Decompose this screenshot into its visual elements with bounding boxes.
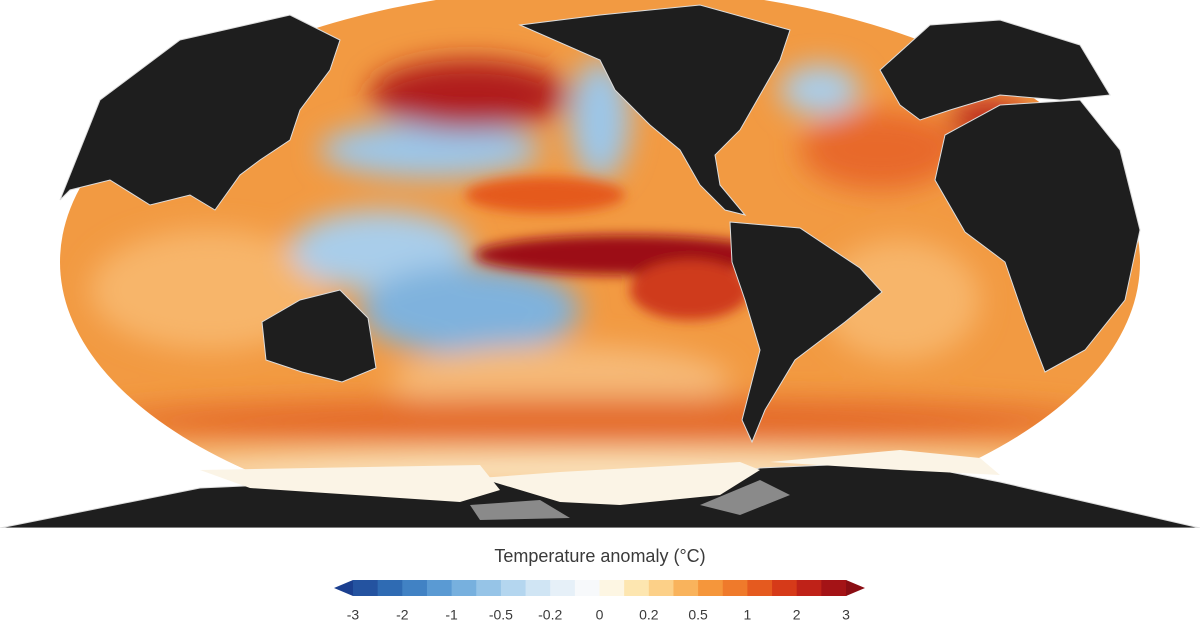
colorbar-swatch: [648, 580, 674, 596]
colorbar-swatch: [796, 580, 822, 596]
colorbar-swatch: [574, 580, 600, 596]
map: [0, 0, 1200, 528]
colorbar-swatch: [525, 580, 551, 596]
colorbar-swatch: [476, 580, 502, 596]
colorbar-tick-label: -3: [347, 607, 360, 623]
colorbar-tick-label: 1: [744, 607, 752, 623]
colorbar-swatch: [624, 580, 650, 596]
ice-shelf: [470, 480, 790, 520]
colorbar-swatch: [747, 580, 773, 596]
colorbar-tick-label: -2: [396, 607, 409, 623]
colorbar-swatch: [353, 580, 379, 596]
land: [0, 4, 1200, 528]
legend-title: Temperature anomaly (°C): [494, 546, 705, 566]
colorbar-tick-label: 2: [793, 607, 801, 623]
colorbar-swatch: [772, 580, 798, 596]
colorbar-arrow: [334, 580, 353, 596]
colorbar-tick-label: 0: [596, 607, 604, 623]
colorbar-tick-label: 3: [842, 607, 850, 623]
colorbar-swatch: [377, 580, 403, 596]
colorbar-swatch: [426, 580, 453, 596]
colorbar-tick-label: -1: [445, 607, 458, 623]
colorbar-swatch: [722, 580, 748, 596]
colorbar-arrow: [846, 580, 865, 596]
colorbar: -3 -2 -1 -0.5 -0.2 0 0.2 0.5 1 2 3: [334, 580, 865, 623]
colorbar-swatch: [550, 580, 576, 596]
colorbar-swatch: [599, 580, 625, 596]
colorbar-swatch: [673, 580, 699, 596]
colorbar-tick-label: -0.5: [489, 607, 513, 623]
colorbar-tick-label: 0.2: [639, 607, 659, 623]
colorbar-swatch: [500, 580, 527, 596]
sea-ice: [200, 450, 1000, 505]
colorbar-swatch: [821, 580, 847, 596]
colorbar-swatch: [451, 580, 477, 596]
colorbar-swatch: [402, 580, 428, 596]
colorbar-tick-label: 0.5: [688, 607, 708, 623]
colorbar-swatch: [698, 580, 724, 596]
colorbar-tick-label: -0.2: [538, 607, 562, 623]
